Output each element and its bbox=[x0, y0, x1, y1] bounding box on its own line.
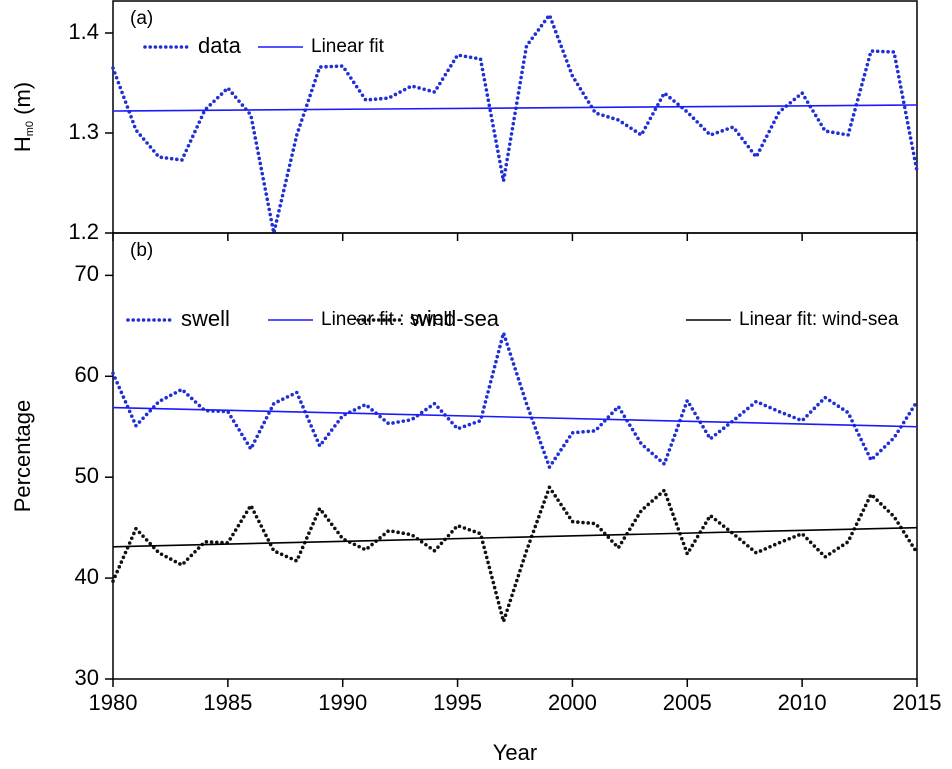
legend-label: wind-sea bbox=[410, 306, 500, 331]
y-tick-label: 40 bbox=[75, 564, 99, 589]
y-axis-label-part: H bbox=[10, 136, 35, 152]
series-line bbox=[111, 326, 919, 472]
series-line bbox=[111, 483, 919, 628]
series-line bbox=[111, 11, 919, 234]
y-tick-label: 60 bbox=[75, 362, 99, 387]
series-line bbox=[112, 104, 918, 112]
y-tick-label: 50 bbox=[75, 463, 99, 488]
y-tick-label: 70 bbox=[75, 261, 99, 286]
x-tick-label: 1980 bbox=[89, 690, 138, 715]
legend-label: swell bbox=[181, 306, 230, 331]
y-tick-label: 1.4 bbox=[68, 19, 99, 44]
y-axis-label: Percentage bbox=[10, 400, 35, 513]
legend-label: data bbox=[198, 33, 242, 58]
panel-label: (b) bbox=[130, 240, 153, 261]
x-tick-label: 2010 bbox=[778, 690, 827, 715]
x-tick-label: 1995 bbox=[433, 690, 482, 715]
y-tick-label: 1.2 bbox=[68, 219, 99, 244]
x-axis-label: Year bbox=[493, 740, 537, 765]
plot-frame bbox=[112, 232, 918, 680]
x-tick-label: 2015 bbox=[893, 690, 942, 715]
y-axis-label-part: m0 bbox=[24, 121, 36, 136]
y-axis-label: Hm0 (m) bbox=[10, 82, 36, 152]
series-line bbox=[112, 526, 918, 548]
x-tick-label: 2005 bbox=[663, 690, 712, 715]
y-tick-label: 30 bbox=[75, 665, 99, 690]
x-tick-label: 1985 bbox=[203, 690, 252, 715]
y-axis-label-part: (m) bbox=[10, 82, 35, 121]
y-tick-label: 1.3 bbox=[68, 119, 99, 144]
x-tick-label: 2000 bbox=[548, 690, 597, 715]
panel-label: (a) bbox=[130, 8, 153, 29]
series-line bbox=[112, 406, 918, 428]
x-tick-label: 1990 bbox=[318, 690, 367, 715]
legend-label: Linear fit: wind-sea bbox=[739, 309, 899, 330]
legend-label: Linear fit : swell bbox=[321, 309, 452, 330]
legend-label: Linear fit bbox=[311, 36, 385, 57]
